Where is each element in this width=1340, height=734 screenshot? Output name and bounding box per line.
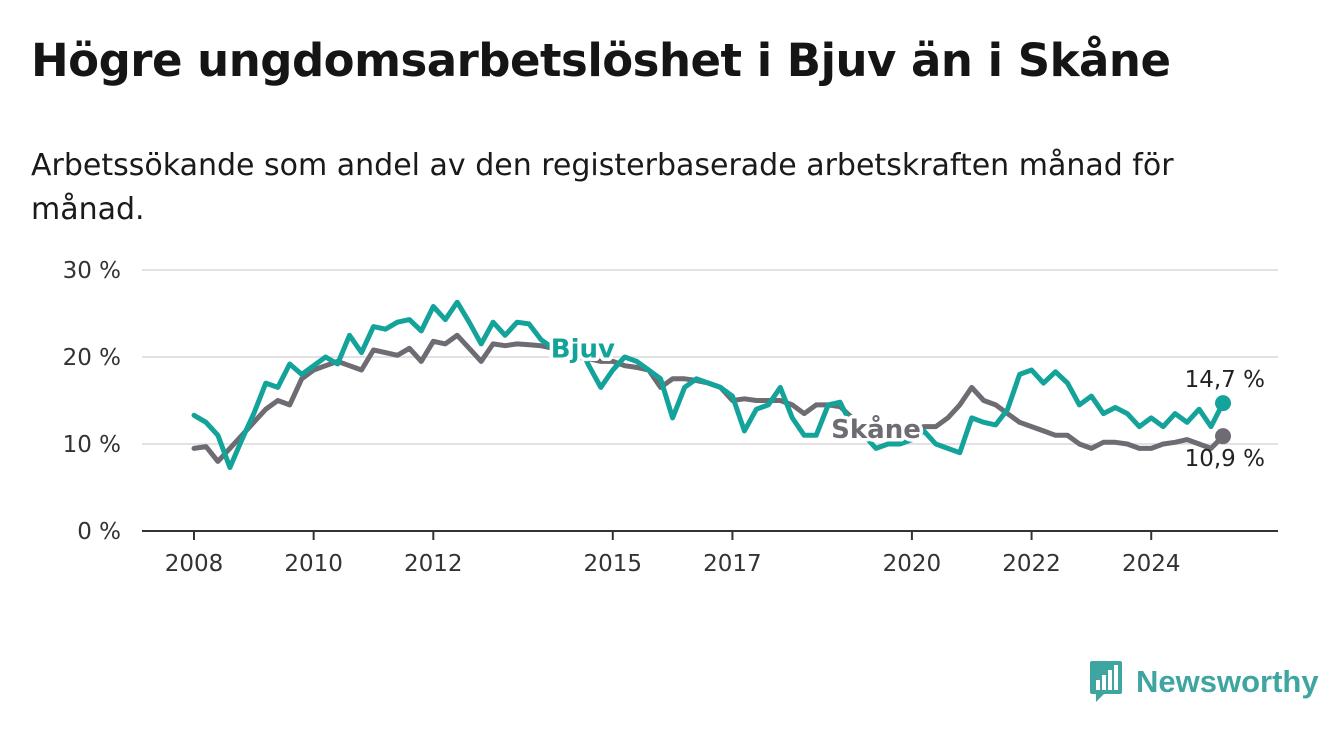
newsworthy-logo-icon [1090,661,1122,702]
series-layer [191,299,1226,470]
x-tick-label: 2012 [404,551,463,577]
series-line-bjuv [191,299,1226,470]
series-label-skane: Skåne [831,413,921,445]
x-tick-label: 2017 [703,551,762,577]
y-tick-label: 10 % [63,432,121,458]
end-value-label: 10,9 % [1185,446,1265,472]
end-point-marker [1215,428,1232,445]
grid-layer [142,269,1278,445]
x-tick-label: 2015 [584,551,643,577]
x-tick-label: 2024 [1122,551,1181,577]
series-label-bjuv: Bjuv [551,334,615,364]
x-tick-label: 2008 [165,551,224,577]
x-tick-label: 2022 [1002,551,1061,577]
y-tick-label: 0 % [77,519,121,545]
chart-subtitle: Arbetssökande som andel av den registerb… [31,148,1174,227]
y-tick-label: 30 % [63,258,121,284]
y-tick-label: 20 % [63,345,121,371]
end-value-label: 14,7 % [1185,367,1265,393]
brand-name: Newsworthy [1136,664,1319,699]
chart-title: Högre ungdomsarbetslöshet i Bjuv än i Sk… [31,34,1171,87]
series-line-skane [191,332,1226,464]
x-tick-label: 2010 [284,551,343,577]
label-layer: 14,7 % 10,9 % Bjuv Skåne [547,331,1265,472]
newsworthy-brand: Newsworthy [1088,660,1319,704]
end-point-marker [1215,395,1232,412]
axis-layer: 0 % 10 % 20 % 30 % 2008 2010 2012 2015 2017 2020 2… [63,258,1278,577]
x-tick-label: 2020 [883,551,942,577]
